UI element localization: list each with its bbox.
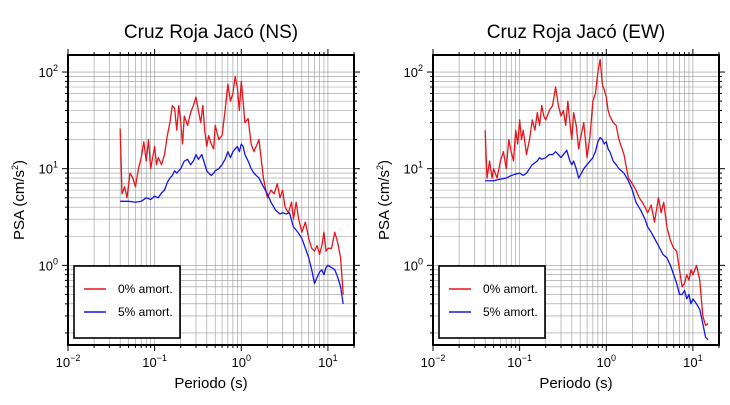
x-tick-exp: −1 <box>157 353 167 363</box>
chart-panel-0: Cruz Roja Jacó (NS)10−2 10−1 100 1011001011… <box>10 22 360 392</box>
x-tick-base: 10 <box>318 355 332 370</box>
legend-label-1: 5% amort. <box>118 305 173 319</box>
y-axis-label-main: PSA (cm/s <box>11 170 28 240</box>
x-axis-label: Periodo (s) <box>174 375 247 392</box>
y-axis-label-close: ) <box>376 160 393 165</box>
y-axis-label: PSA (cm/s2) <box>375 160 393 240</box>
y-tick-base: 10 <box>39 65 53 80</box>
y-axis-label-sup: 2 <box>375 165 385 170</box>
y-tick-exp: 0 <box>53 256 58 266</box>
x-tick-exp: −2 <box>435 353 445 363</box>
x-tick-exp: −1 <box>522 353 532 363</box>
legend-label-0: 0% amort. <box>483 282 538 296</box>
x-tick-label: 100 <box>597 353 616 370</box>
y-axis-label: PSA (cm/s2) <box>10 160 28 240</box>
chart-title: Cruz Roja Jacó (EW) <box>487 22 665 43</box>
plot-frame <box>67 54 355 346</box>
grid-lines <box>67 55 355 345</box>
x-tick-exp: 1 <box>698 353 703 363</box>
y-axis-label-main: PSA (cm/s <box>376 170 393 240</box>
y-tick-exp: 0 <box>418 256 423 266</box>
y-tick-label: 101 <box>404 160 423 177</box>
plot-frame <box>432 54 720 346</box>
y-axis-label-sup: 2 <box>10 165 20 170</box>
x-tick-label: 10−1 <box>142 353 167 370</box>
y-axis-label-close: ) <box>11 160 28 165</box>
x-tick-label: 101 <box>318 353 337 370</box>
tick-marks <box>62 49 360 351</box>
x-tick-label: 10−2 <box>421 353 446 370</box>
y-tick-exp: 1 <box>53 160 58 170</box>
legend: 0% amort. 5% amort. <box>438 265 546 339</box>
y-tick-base: 10 <box>39 258 53 273</box>
x-tick-base: 10 <box>421 355 435 370</box>
legend-label-1: 5% amort. <box>483 305 538 319</box>
x-tick-exp: 0 <box>246 353 251 363</box>
y-tick-label: 101 <box>39 160 58 177</box>
x-tick-label: 10−1 <box>507 353 532 370</box>
legend-label-0: 0% amort. <box>118 282 173 296</box>
x-tick-label: 101 <box>683 353 702 370</box>
x-tick-label: 10−2 <box>56 353 81 370</box>
x-tick-base: 10 <box>142 355 156 370</box>
y-tick-base: 10 <box>404 65 418 80</box>
legend-box <box>438 265 546 339</box>
x-tick-base: 10 <box>56 355 70 370</box>
legend: 0% amort. 5% amort. <box>73 265 181 339</box>
x-tick-label: 100 <box>232 353 251 370</box>
x-tick-base: 10 <box>232 355 246 370</box>
x-tick-exp: −2 <box>70 353 80 363</box>
y-tick-label: 102 <box>39 63 58 80</box>
y-tick-exp: 2 <box>418 63 423 73</box>
y-tick-label: 100 <box>39 256 58 273</box>
series-line-0 <box>119 75 344 295</box>
y-tick-exp: 1 <box>418 160 423 170</box>
x-axis-label: Periodo (s) <box>539 375 612 392</box>
y-tick-base: 10 <box>404 162 418 177</box>
y-tick-exp: 2 <box>53 63 58 73</box>
legend-box <box>73 265 181 339</box>
y-tick-base: 10 <box>404 258 418 273</box>
series-line-1 <box>120 143 344 304</box>
tick-marks <box>427 49 725 351</box>
y-tick-label: 100 <box>404 256 423 273</box>
x-tick-exp: 1 <box>333 353 338 363</box>
x-tick-base: 10 <box>597 355 611 370</box>
x-tick-exp: 0 <box>611 353 616 363</box>
x-tick-base: 10 <box>683 355 697 370</box>
x-tick-base: 10 <box>507 355 521 370</box>
y-tick-label: 102 <box>404 63 423 80</box>
y-tick-base: 10 <box>39 162 53 177</box>
chart-panel-1: Cruz Roja Jacó (EW)10−2 10−1 100 1011001011… <box>375 22 725 392</box>
series-line-0 <box>484 58 709 326</box>
chart-title: Cruz Roja Jacó (NS) <box>124 22 298 43</box>
series-line-1 <box>485 136 709 341</box>
